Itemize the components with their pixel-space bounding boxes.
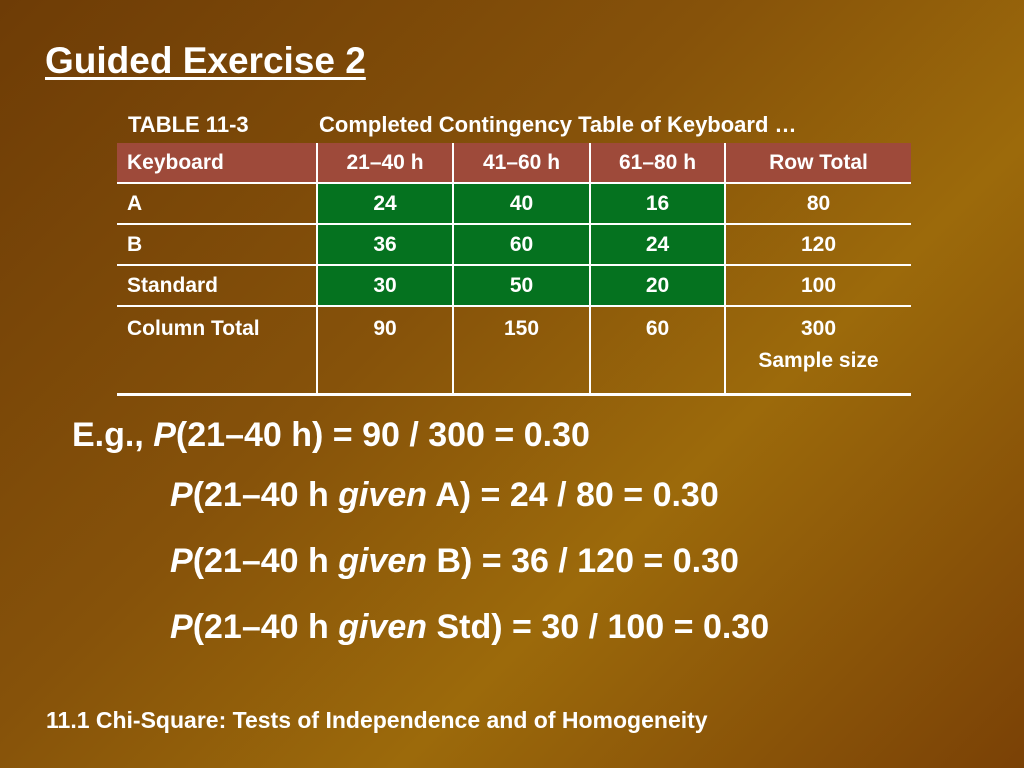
grand-total-value: 300 — [800, 317, 837, 340]
equation-line: E.g., P(21–40 h) = 90 / 300 = 0.30 — [72, 416, 590, 455]
grand-total-cell: 300 Sample size — [724, 306, 911, 396]
header-61-80: 61–80 h — [589, 143, 725, 184]
table-cell: 24 — [589, 224, 725, 266]
row-label: Standard — [117, 265, 317, 307]
equation-before: (21–40 h — [192, 476, 339, 514]
row-total-cell: 100 — [724, 265, 911, 307]
column-total-cell: 150 — [452, 306, 590, 396]
contingency-table: Keyboard 21–40 h 41–60 h 61–80 h Row Tot… — [117, 143, 911, 396]
slide-footer: 11.1 Chi-Square: Tests of Independence a… — [46, 707, 708, 733]
table-cell: 60 — [452, 224, 590, 266]
header-41-60: 41–60 h — [452, 143, 590, 184]
equation-after: ) = 90 / 300 = 0.30 — [312, 416, 590, 454]
slide-title: Guided Exercise 2 — [45, 40, 366, 81]
column-total-cell: 90 — [316, 306, 453, 396]
equation-after: Std) = 30 / 100 = 0.30 — [427, 608, 770, 646]
header-21-40: 21–40 h — [316, 143, 453, 184]
probability-symbol: P — [170, 542, 193, 580]
table-cell: 50 — [452, 265, 590, 307]
table-cell: 30 — [316, 265, 453, 307]
table-caption-text: Completed Contingency Table of Keyboard … — [319, 112, 797, 137]
table-row: B 36 60 24 120 — [117, 224, 911, 266]
table-caption: TABLE 11-3 Completed Contingency Table of… — [128, 112, 797, 138]
table-row: A 24 40 16 80 — [117, 183, 911, 225]
equation-before: (21–40 h — [192, 608, 339, 646]
table-cell: 20 — [589, 265, 725, 307]
given-word: given — [338, 542, 428, 580]
row-total-cell: 80 — [724, 183, 911, 225]
header-keyboard: Keyboard — [117, 143, 317, 184]
equation-line: P(21–40 h given B) = 36 / 120 = 0.30 — [170, 542, 739, 581]
table-cell: 36 — [316, 224, 453, 266]
table-header-row: Keyboard 21–40 h 41–60 h 61–80 h Row Tot… — [117, 143, 911, 184]
table-cell: 24 — [316, 183, 453, 225]
probability-symbol: P — [170, 608, 193, 646]
probability-symbol: P — [153, 416, 176, 454]
row-label: A — [117, 183, 317, 225]
equation-before: (21–40 h — [175, 416, 313, 454]
probability-symbol: P — [170, 476, 193, 514]
table-cell: 16 — [589, 183, 725, 225]
column-total-cell: 60 — [589, 306, 725, 396]
column-total-label: Column Total — [117, 306, 317, 396]
given-word: given — [338, 608, 428, 646]
row-total-cell: 120 — [724, 224, 911, 266]
sample-size-note: Sample size — [758, 349, 879, 372]
equation-line: P(21–40 h given A) = 24 / 80 = 0.30 — [170, 476, 719, 515]
table-row: Standard 30 50 20 100 — [117, 265, 911, 307]
equation-after: B) = 36 / 120 = 0.30 — [427, 542, 739, 580]
equation-line: P(21–40 h given Std) = 30 / 100 = 0.30 — [170, 608, 769, 647]
equation-after: A) = 24 / 80 = 0.30 — [427, 476, 719, 514]
table-cell: 40 — [452, 183, 590, 225]
row-label: B — [117, 224, 317, 266]
column-total-row: Column Total 90 150 60 300 Sample size — [117, 306, 911, 396]
given-word: given — [338, 476, 428, 514]
equation-prefix: E.g., — [72, 416, 154, 454]
header-row-total: Row Total — [724, 143, 911, 184]
equation-before: (21–40 h — [192, 542, 339, 580]
table-number: TABLE 11-3 — [128, 112, 249, 137]
